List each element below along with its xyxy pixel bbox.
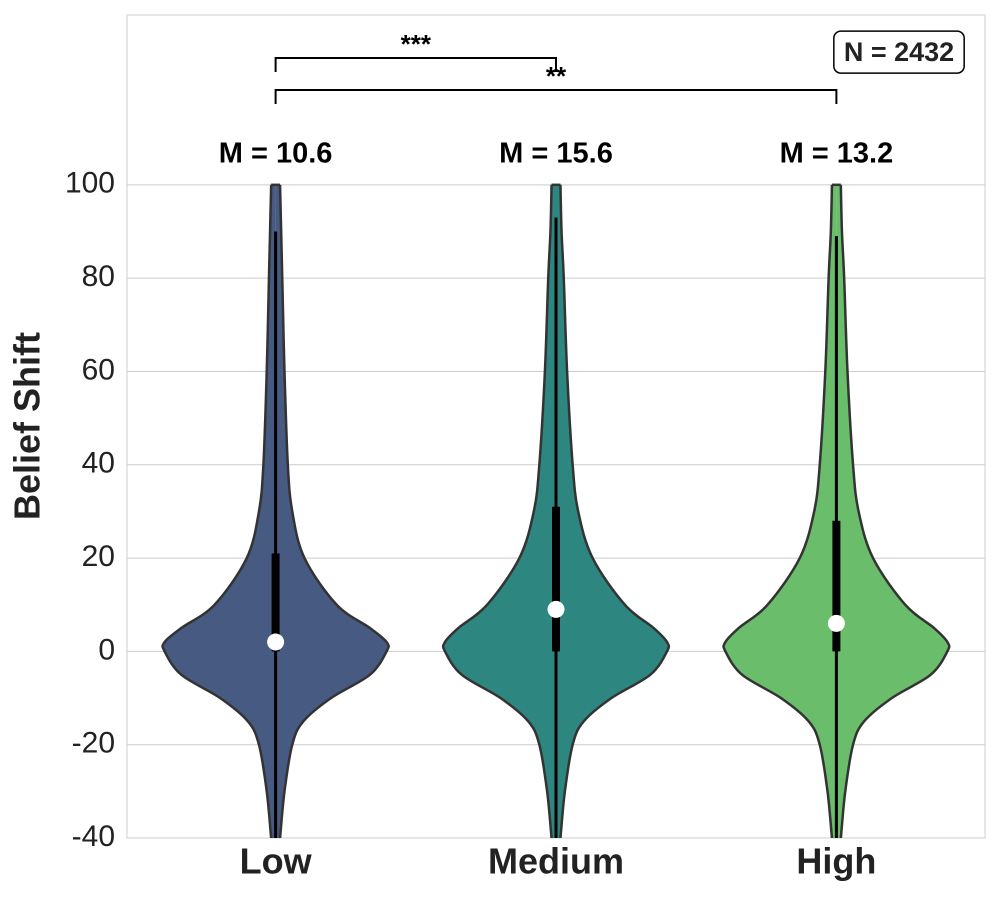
violin-body <box>443 184 556 838</box>
violin-outline <box>161 184 273 838</box>
y-tick-label: 40 <box>82 447 115 480</box>
violin-body <box>723 184 837 838</box>
y-tick-label: 100 <box>65 167 115 200</box>
y-axis-label: Belief Shift <box>7 332 48 520</box>
median <box>267 633 285 651</box>
violin-body <box>162 184 276 838</box>
x-tick-label: High <box>796 841 876 882</box>
x-tick-label: Medium <box>488 841 624 882</box>
x-tick-label: Low <box>240 841 313 882</box>
median <box>827 614 845 632</box>
mean-label: M = 13.2 <box>780 138 894 170</box>
mean-label: M = 10.6 <box>219 138 333 170</box>
y-tick-label: -20 <box>72 727 115 760</box>
annotation: N = 2432 <box>844 37 954 67</box>
violin-body <box>556 184 669 838</box>
significance-bracket <box>274 89 838 104</box>
y-tick-label: 80 <box>82 260 115 293</box>
annotation-box <box>833 30 965 74</box>
violin-body <box>836 184 950 838</box>
significance-label: *** <box>401 29 432 59</box>
y-tick-label: 60 <box>82 353 115 386</box>
median <box>547 600 565 618</box>
y-tick-label: -40 <box>72 820 115 853</box>
violin-outline <box>278 184 390 838</box>
violins <box>161 183 951 838</box>
significance-bracket <box>274 57 557 72</box>
y-tick-label: 20 <box>82 540 115 573</box>
violin-outline <box>722 184 834 838</box>
violin-outline <box>441 184 553 838</box>
violin-outline <box>559 184 671 838</box>
y-tick-label: 0 <box>98 633 115 666</box>
significance-label: ** <box>546 61 567 91</box>
violin-body <box>275 184 389 838</box>
mean-label: M = 15.6 <box>499 138 613 170</box>
violin-outline <box>839 184 951 838</box>
